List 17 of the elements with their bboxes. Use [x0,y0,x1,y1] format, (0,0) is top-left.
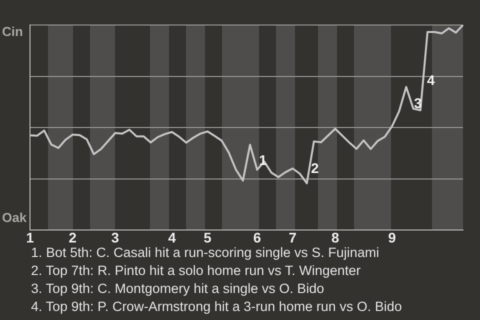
x-tick-label: 8 [331,229,340,246]
x-tick-label: 7 [288,229,297,246]
text: Cin [2,24,23,39]
annotation: 2 [311,160,319,176]
text: 2. Top 7th: R. Pinto hit a solo home run vs T. Wingenter [31,262,362,280]
x-tick-label: 6 [253,229,262,246]
annotation: 4 [427,72,435,88]
x-tick-label: 5 [204,229,212,246]
x-tick-label: 2 [68,229,77,246]
x-tick-label: 4 [168,229,176,246]
text: 3. Top 9th: C. Montgomery hit a single vs O. Bido [31,280,326,298]
text: 4. Top 9th: P. Crow-Armstrong hit a 3-run home run vs O. Bido [31,298,402,316]
x-tick-label: 3 [111,229,120,246]
text: Oak [2,210,27,225]
text: 1. Bot 5th: C. Casali hit a run-scoring single vs S. Fujinami [31,244,380,262]
x-tick-label: 9 [388,229,396,246]
x-tick-label: 1 [26,229,34,246]
